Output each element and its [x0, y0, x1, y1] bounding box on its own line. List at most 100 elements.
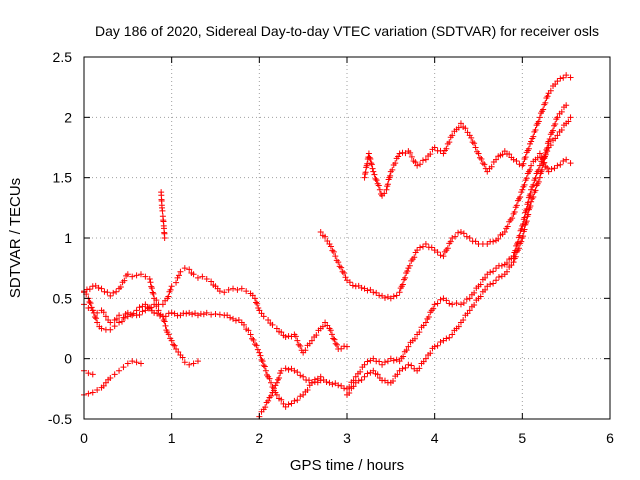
data-point: [405, 361, 412, 368]
data-point-sample: [446, 334, 453, 341]
data-point: [102, 379, 109, 386]
data-point-sample: [535, 178, 542, 185]
data-point: [116, 367, 123, 374]
data-point: [265, 397, 272, 404]
data-point-sample: [428, 244, 435, 251]
data-point: [335, 259, 342, 266]
data-point-sample: [512, 253, 519, 260]
data-point-sample: [518, 238, 525, 245]
data-point-sample: [355, 377, 362, 384]
data-point-sample: [416, 329, 423, 336]
data-point-sample: [513, 202, 520, 209]
y-tick-label: 0.5: [53, 290, 73, 306]
data-point-sample: [412, 159, 419, 166]
data-point-sample: [100, 309, 107, 316]
data-point-sample: [552, 120, 559, 127]
data-point-sample: [402, 274, 409, 281]
data-point-sample: [416, 365, 423, 372]
data-point-sample: [464, 129, 471, 136]
data-point-sample: [387, 172, 394, 179]
data-point-sample: [503, 268, 510, 275]
data-point-sample: [117, 283, 124, 290]
data-point-sample: [468, 134, 475, 141]
data-point-sample: [392, 160, 399, 167]
data-point-sample: [495, 235, 502, 242]
data-point: [449, 132, 456, 139]
data-point-sample: [394, 371, 401, 378]
data-point-sample: [368, 161, 375, 168]
data-point-sample: [455, 124, 462, 131]
data-point-sample: [464, 310, 471, 317]
data-point-sample: [376, 186, 383, 193]
data-point-sample: [145, 305, 152, 312]
data-point: [124, 271, 131, 278]
data-point-sample: [367, 155, 374, 162]
data-point: [501, 228, 508, 235]
data-point-sample: [521, 181, 528, 188]
data-point: [422, 156, 429, 163]
data-point: [431, 301, 438, 308]
data-point-sample: [532, 127, 539, 133]
data-point: [186, 361, 193, 368]
data-point-sample: [434, 249, 441, 256]
data-point-sample: [521, 226, 528, 233]
data-point: [221, 289, 228, 296]
data-point-sample: [406, 262, 413, 269]
data-point-sample: [478, 155, 485, 162]
data-point-sample: [372, 175, 379, 182]
data-point-sample: [288, 400, 295, 407]
data-point-sample: [159, 207, 166, 214]
data-point-sample: [544, 145, 551, 152]
data-point-sample: [525, 145, 532, 152]
data-point-sample: [560, 74, 567, 81]
data-point-sample: [420, 358, 427, 365]
data-point: [124, 309, 131, 316]
data-point-sample: [482, 286, 489, 293]
data-point-sample: [294, 397, 301, 404]
data-point-sample: [253, 342, 260, 349]
data-point: [181, 359, 188, 366]
data-point-sample: [540, 106, 547, 113]
data-point-sample: [322, 233, 329, 240]
data-point: [181, 265, 188, 272]
data-point-sample: [148, 304, 155, 311]
data-point: [273, 325, 280, 332]
data-point-sample: [446, 300, 453, 307]
data-point-sample: [477, 293, 484, 300]
data-point: [203, 309, 210, 316]
x-tick-label: 4: [431, 430, 439, 446]
data-point-sample: [487, 269, 494, 276]
data-point: [567, 160, 574, 167]
data-point-sample: [165, 331, 172, 338]
data-point: [317, 228, 324, 235]
data-point: [85, 390, 92, 397]
data-point: [431, 343, 438, 350]
data-point-sample: [232, 317, 239, 324]
data-point-sample: [403, 347, 410, 354]
data-point: [133, 272, 140, 279]
data-point: [238, 285, 245, 292]
data-point-sample: [262, 367, 269, 374]
data-point: [194, 274, 201, 281]
data-point: [243, 288, 250, 295]
data-point: [102, 313, 109, 320]
data-point-sample: [534, 154, 541, 161]
data-point-sample: [171, 342, 178, 349]
x-tick-label: 3: [343, 430, 351, 446]
data-point: [111, 323, 118, 330]
data-point-sample: [472, 238, 479, 245]
data-point-sample: [113, 315, 120, 322]
data-point: [124, 360, 131, 367]
data-point-sample: [86, 298, 93, 305]
data-point-sample: [371, 171, 378, 178]
data-point-sample: [270, 387, 277, 394]
data-point-sample: [333, 341, 340, 348]
data-point-sample: [153, 303, 160, 310]
data-point-sample: [369, 165, 376, 172]
data-point: [414, 247, 421, 254]
data-point-sample: [527, 190, 534, 197]
data-point-sample: [558, 127, 565, 133]
data-point-sample: [506, 151, 513, 158]
data-point-sample: [550, 127, 557, 134]
data-point: [361, 174, 368, 181]
